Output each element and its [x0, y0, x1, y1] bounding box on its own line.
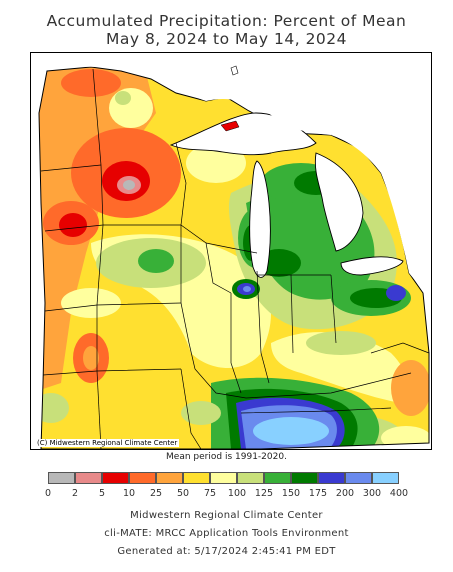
- legend-swatch: [129, 472, 156, 484]
- legend-swatch: [372, 472, 399, 484]
- precipitation-map: [31, 53, 431, 449]
- map-title: Accumulated Precipitation: Percent of Me…: [46, 12, 407, 30]
- legend-swatch: [102, 472, 129, 484]
- legend-swatch: [345, 472, 372, 484]
- legend-label: 10: [122, 488, 136, 499]
- legend-label: 5: [98, 488, 106, 499]
- footer-tool: cli-MATE: MRCC Application Tools Environ…: [104, 528, 349, 539]
- legend-label: 125: [254, 488, 274, 499]
- legend-label: 50: [176, 488, 190, 499]
- legend-swatch: [156, 472, 183, 484]
- legend-label: 75: [203, 488, 217, 499]
- legend-swatch: [237, 472, 264, 484]
- legend-label: 175: [308, 488, 328, 499]
- footer-generated: Generated at: 5/17/2024 2:45:41 PM EDT: [117, 546, 336, 557]
- legend-swatch: [264, 472, 291, 484]
- legend-label: 0: [44, 488, 52, 499]
- legend-swatch: [210, 472, 237, 484]
- map-date-range: May 8, 2024 to May 14, 2024: [105, 30, 348, 48]
- legend-label: 200: [335, 488, 355, 499]
- legend-label: 300: [362, 488, 382, 499]
- map-panel: (C) Midwestern Regional Climate Center: [30, 52, 432, 450]
- legend-label: 2: [71, 488, 79, 499]
- legend-label: 100: [227, 488, 247, 499]
- legend-label: 150: [281, 488, 301, 499]
- footer-org: Midwestern Regional Climate Center: [130, 510, 323, 521]
- legend-label: 25: [149, 488, 163, 499]
- legend-swatch: [318, 472, 345, 484]
- legend-swatch: [75, 472, 102, 484]
- map-copyright: (C) Midwestern Regional Climate Center: [35, 439, 180, 447]
- legend-swatch: [183, 472, 210, 484]
- legend-label: 400: [389, 488, 409, 499]
- mean-period-note: Mean period is 1991-2020.: [166, 452, 287, 462]
- legend-swatch: [291, 472, 318, 484]
- legend-swatch: [48, 472, 75, 484]
